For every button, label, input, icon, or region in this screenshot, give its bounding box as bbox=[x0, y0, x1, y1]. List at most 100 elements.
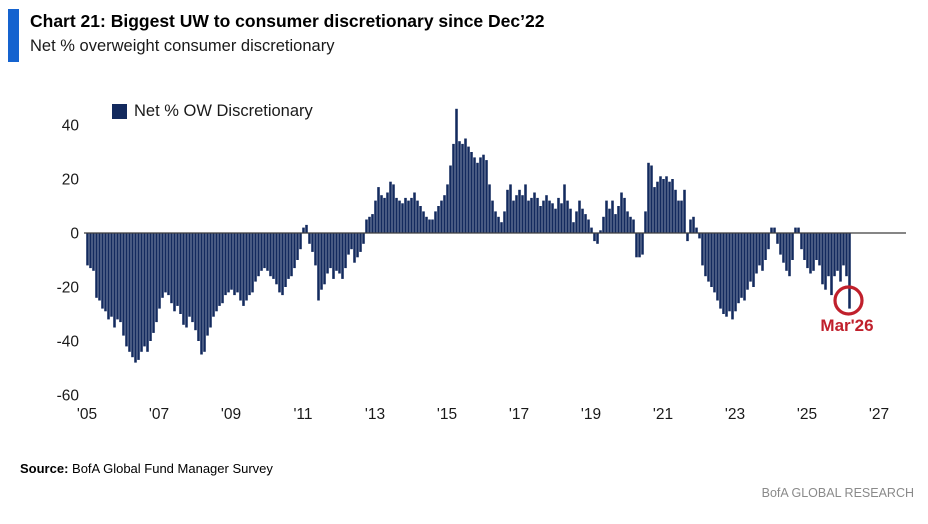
bar bbox=[449, 165, 452, 233]
bar bbox=[86, 233, 89, 266]
annotation-label: Mar'26 bbox=[820, 316, 874, 335]
bar bbox=[341, 233, 344, 279]
bar bbox=[578, 200, 581, 233]
bar bbox=[263, 233, 266, 269]
bar bbox=[608, 208, 611, 233]
bar bbox=[806, 233, 809, 269]
bar bbox=[650, 165, 653, 233]
bar bbox=[620, 192, 623, 233]
bar bbox=[494, 211, 497, 233]
bar bbox=[434, 211, 437, 233]
bar bbox=[398, 200, 401, 233]
bar bbox=[317, 233, 320, 301]
bar bbox=[668, 181, 671, 233]
bar bbox=[140, 233, 143, 352]
bar bbox=[143, 233, 146, 347]
bar bbox=[401, 203, 404, 233]
bar bbox=[194, 233, 197, 331]
bar bbox=[149, 233, 152, 341]
bar bbox=[512, 200, 515, 233]
bar bbox=[95, 233, 98, 298]
bar bbox=[560, 203, 563, 233]
bar bbox=[656, 181, 659, 233]
chart-subtitle: Net % overweight consumer discretionary bbox=[30, 37, 335, 55]
bars-group bbox=[86, 108, 851, 363]
bar bbox=[239, 233, 242, 301]
bar bbox=[728, 233, 731, 312]
x-tick-label: '19 bbox=[581, 406, 601, 423]
bar bbox=[794, 227, 797, 233]
bar bbox=[701, 233, 704, 266]
bar bbox=[167, 233, 170, 296]
bar bbox=[293, 233, 296, 269]
bar bbox=[344, 233, 347, 269]
bar bbox=[773, 227, 776, 233]
x-tick-label: '09 bbox=[221, 406, 241, 423]
bar bbox=[641, 233, 644, 255]
bar bbox=[725, 233, 728, 317]
bar bbox=[533, 192, 536, 233]
chart-legend: Net % OW Discretionary bbox=[112, 102, 313, 121]
bar bbox=[836, 233, 839, 271]
y-tick-label: -60 bbox=[57, 388, 80, 405]
bar bbox=[308, 233, 311, 244]
bar bbox=[107, 233, 110, 320]
bar bbox=[842, 233, 845, 266]
bar bbox=[476, 162, 479, 233]
bar bbox=[104, 233, 107, 312]
bar bbox=[356, 233, 359, 258]
bar bbox=[704, 233, 707, 277]
bar bbox=[557, 197, 560, 233]
bar bbox=[179, 233, 182, 314]
bar bbox=[500, 222, 503, 233]
bar bbox=[101, 233, 104, 309]
title-accent-bar bbox=[8, 9, 19, 62]
bar bbox=[425, 216, 428, 233]
bar bbox=[236, 233, 239, 293]
bar bbox=[365, 219, 368, 233]
bar bbox=[527, 200, 530, 233]
bar bbox=[128, 233, 131, 352]
bar bbox=[260, 233, 263, 271]
bar bbox=[461, 143, 464, 233]
bar bbox=[587, 219, 590, 233]
chart-title: Chart 21: Biggest UW to consumer discret… bbox=[30, 11, 545, 31]
bar bbox=[221, 233, 224, 304]
bar bbox=[596, 233, 599, 244]
bar bbox=[299, 233, 302, 250]
bar bbox=[821, 233, 824, 285]
bar bbox=[827, 233, 830, 277]
bar bbox=[791, 233, 794, 260]
bar bbox=[119, 233, 122, 323]
x-tick-label: '17 bbox=[509, 406, 529, 423]
bar bbox=[638, 233, 641, 258]
bar bbox=[377, 187, 380, 233]
bar bbox=[230, 233, 233, 290]
bar bbox=[689, 219, 692, 233]
bar bbox=[323, 233, 326, 285]
bar bbox=[767, 233, 770, 250]
bar bbox=[833, 233, 836, 277]
bar bbox=[272, 233, 275, 279]
bar bbox=[326, 233, 329, 274]
bar bbox=[431, 219, 434, 233]
bar bbox=[812, 233, 815, 271]
bar bbox=[848, 233, 851, 309]
bar bbox=[566, 200, 569, 233]
bar bbox=[635, 233, 638, 258]
bar bbox=[224, 233, 227, 296]
bar bbox=[734, 233, 737, 312]
bar bbox=[692, 216, 695, 233]
bar bbox=[215, 233, 218, 312]
bar bbox=[746, 233, 749, 290]
bar bbox=[776, 233, 779, 244]
bar bbox=[497, 216, 500, 233]
bar bbox=[671, 179, 674, 233]
bar bbox=[134, 233, 137, 363]
bar bbox=[545, 195, 548, 233]
bar bbox=[158, 233, 161, 309]
bar bbox=[716, 233, 719, 301]
bar bbox=[314, 233, 317, 266]
bar bbox=[371, 214, 374, 233]
y-tick-label: -20 bbox=[57, 280, 80, 297]
